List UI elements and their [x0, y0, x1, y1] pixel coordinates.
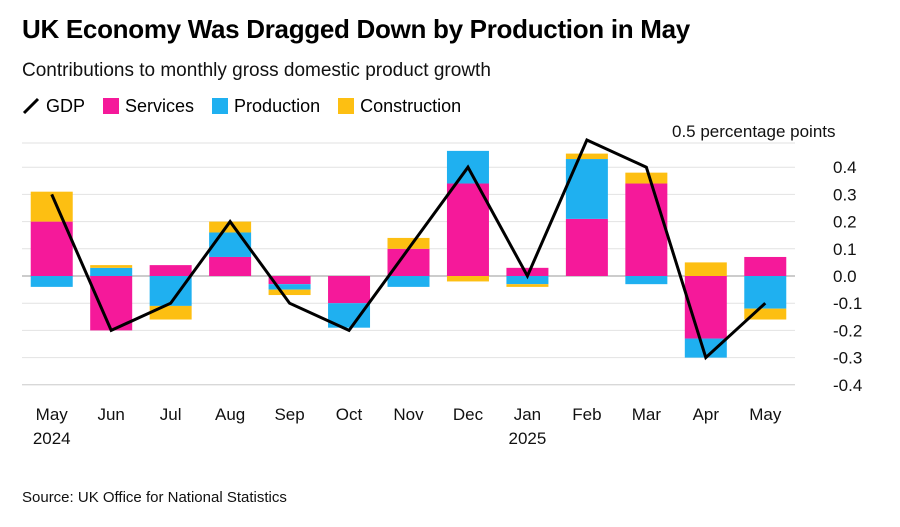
production-swatch-icon — [212, 98, 229, 114]
y-tick-label: 0.1 — [833, 240, 857, 259]
axis-layer: 0.4 0.3 0.2 0.1 0.0 -0.1 -0.2 -0.3 -0.4 0.5 perce… — [33, 122, 862, 448]
bar-production — [268, 284, 311, 290]
bars-layer — [30, 150, 787, 358]
x-tick-label: Aug — [215, 405, 245, 424]
bar-services — [328, 276, 371, 304]
chart-legend: GDP Services Production Construction — [22, 94, 479, 118]
construction-swatch-icon — [338, 98, 355, 114]
line-series-icon — [22, 97, 40, 115]
bar-production — [506, 276, 549, 285]
y-top-label: 0.5 percentage points — [672, 122, 836, 141]
bar-construction — [684, 262, 727, 276]
x-tick-label: May — [749, 405, 782, 424]
bar-construction — [268, 289, 311, 296]
bar-production — [209, 232, 252, 257]
legend-item-gdp: GDP — [22, 96, 85, 117]
x-tick-label: Oct — [336, 405, 363, 424]
y-tick-label: -0.1 — [833, 294, 862, 313]
x-tick-label: Dec — [453, 405, 484, 424]
bar-construction — [744, 308, 787, 320]
bar-production — [90, 267, 133, 276]
bar-construction — [149, 305, 192, 320]
x-tick-label: Mar — [632, 405, 662, 424]
chart-subtitle: Contributions to monthly gross domestic … — [22, 60, 491, 81]
services-swatch-icon — [103, 98, 120, 114]
x-year-label: 2024 — [33, 429, 71, 448]
line-gdp — [50, 138, 767, 361]
bar-services — [90, 276, 133, 331]
x-tick-label: May — [36, 405, 69, 424]
legend-label-production: Production — [234, 95, 321, 116]
bar-production — [30, 276, 73, 287]
legend-label-construction: Construction — [360, 95, 462, 116]
bar-production — [684, 338, 727, 358]
bar-services — [149, 265, 192, 276]
bar-production — [625, 276, 668, 285]
x-tick-label: Jan — [514, 405, 541, 424]
bar-services — [268, 276, 311, 285]
legend-label-services: Services — [125, 95, 195, 116]
bar-services — [209, 256, 252, 276]
chart-title: UK Economy Was Dragged Down by Productio… — [22, 14, 690, 44]
bar-production — [565, 159, 608, 219]
bar-construction — [506, 284, 549, 287]
bar-construction — [90, 265, 133, 268]
bar-services — [684, 276, 727, 339]
x-tick-label: Sep — [274, 405, 304, 424]
legend-item-services: Services — [103, 96, 194, 117]
x-year-label: 2025 — [509, 429, 547, 448]
y-tick-label: 0.4 — [833, 158, 857, 177]
x-tick-label: Apr — [693, 405, 720, 424]
legend-label-gdp: GDP — [46, 95, 86, 116]
chart-source: Source: UK Office for National Statistic… — [22, 489, 287, 506]
bar-services — [387, 248, 430, 276]
bar-construction — [565, 153, 608, 160]
x-tick-label: Jul — [160, 405, 182, 424]
y-tick-label: -0.2 — [833, 321, 862, 340]
y-tick-label: -0.3 — [833, 349, 862, 368]
bar-production — [387, 276, 430, 287]
x-tick-label: Feb — [572, 405, 601, 424]
y-tick-label: 0.2 — [833, 213, 857, 232]
y-tick-label: 0.0 — [833, 267, 857, 286]
x-tick-label: Jun — [97, 405, 124, 424]
bar-services — [744, 256, 787, 276]
bar-services — [506, 267, 549, 276]
chart-plot-area: 0.4 0.3 0.2 0.1 0.0 -0.1 -0.2 -0.3 -0.4 0.5 perce… — [22, 122, 862, 448]
bar-services — [565, 218, 608, 276]
legend-item-production: Production — [212, 96, 320, 117]
bar-construction — [209, 221, 252, 233]
bar-construction — [387, 237, 430, 249]
bar-services — [625, 183, 668, 276]
y-tick-label: 0.3 — [833, 185, 857, 204]
bar-construction — [446, 276, 489, 282]
x-tick-label: Nov — [393, 405, 424, 424]
y-tick-label: -0.4 — [833, 376, 862, 395]
legend-item-construction: Construction — [338, 96, 461, 117]
bar-services — [30, 221, 73, 276]
bar-services — [446, 183, 489, 276]
line-layer — [50, 138, 767, 361]
bar-construction — [625, 172, 668, 184]
